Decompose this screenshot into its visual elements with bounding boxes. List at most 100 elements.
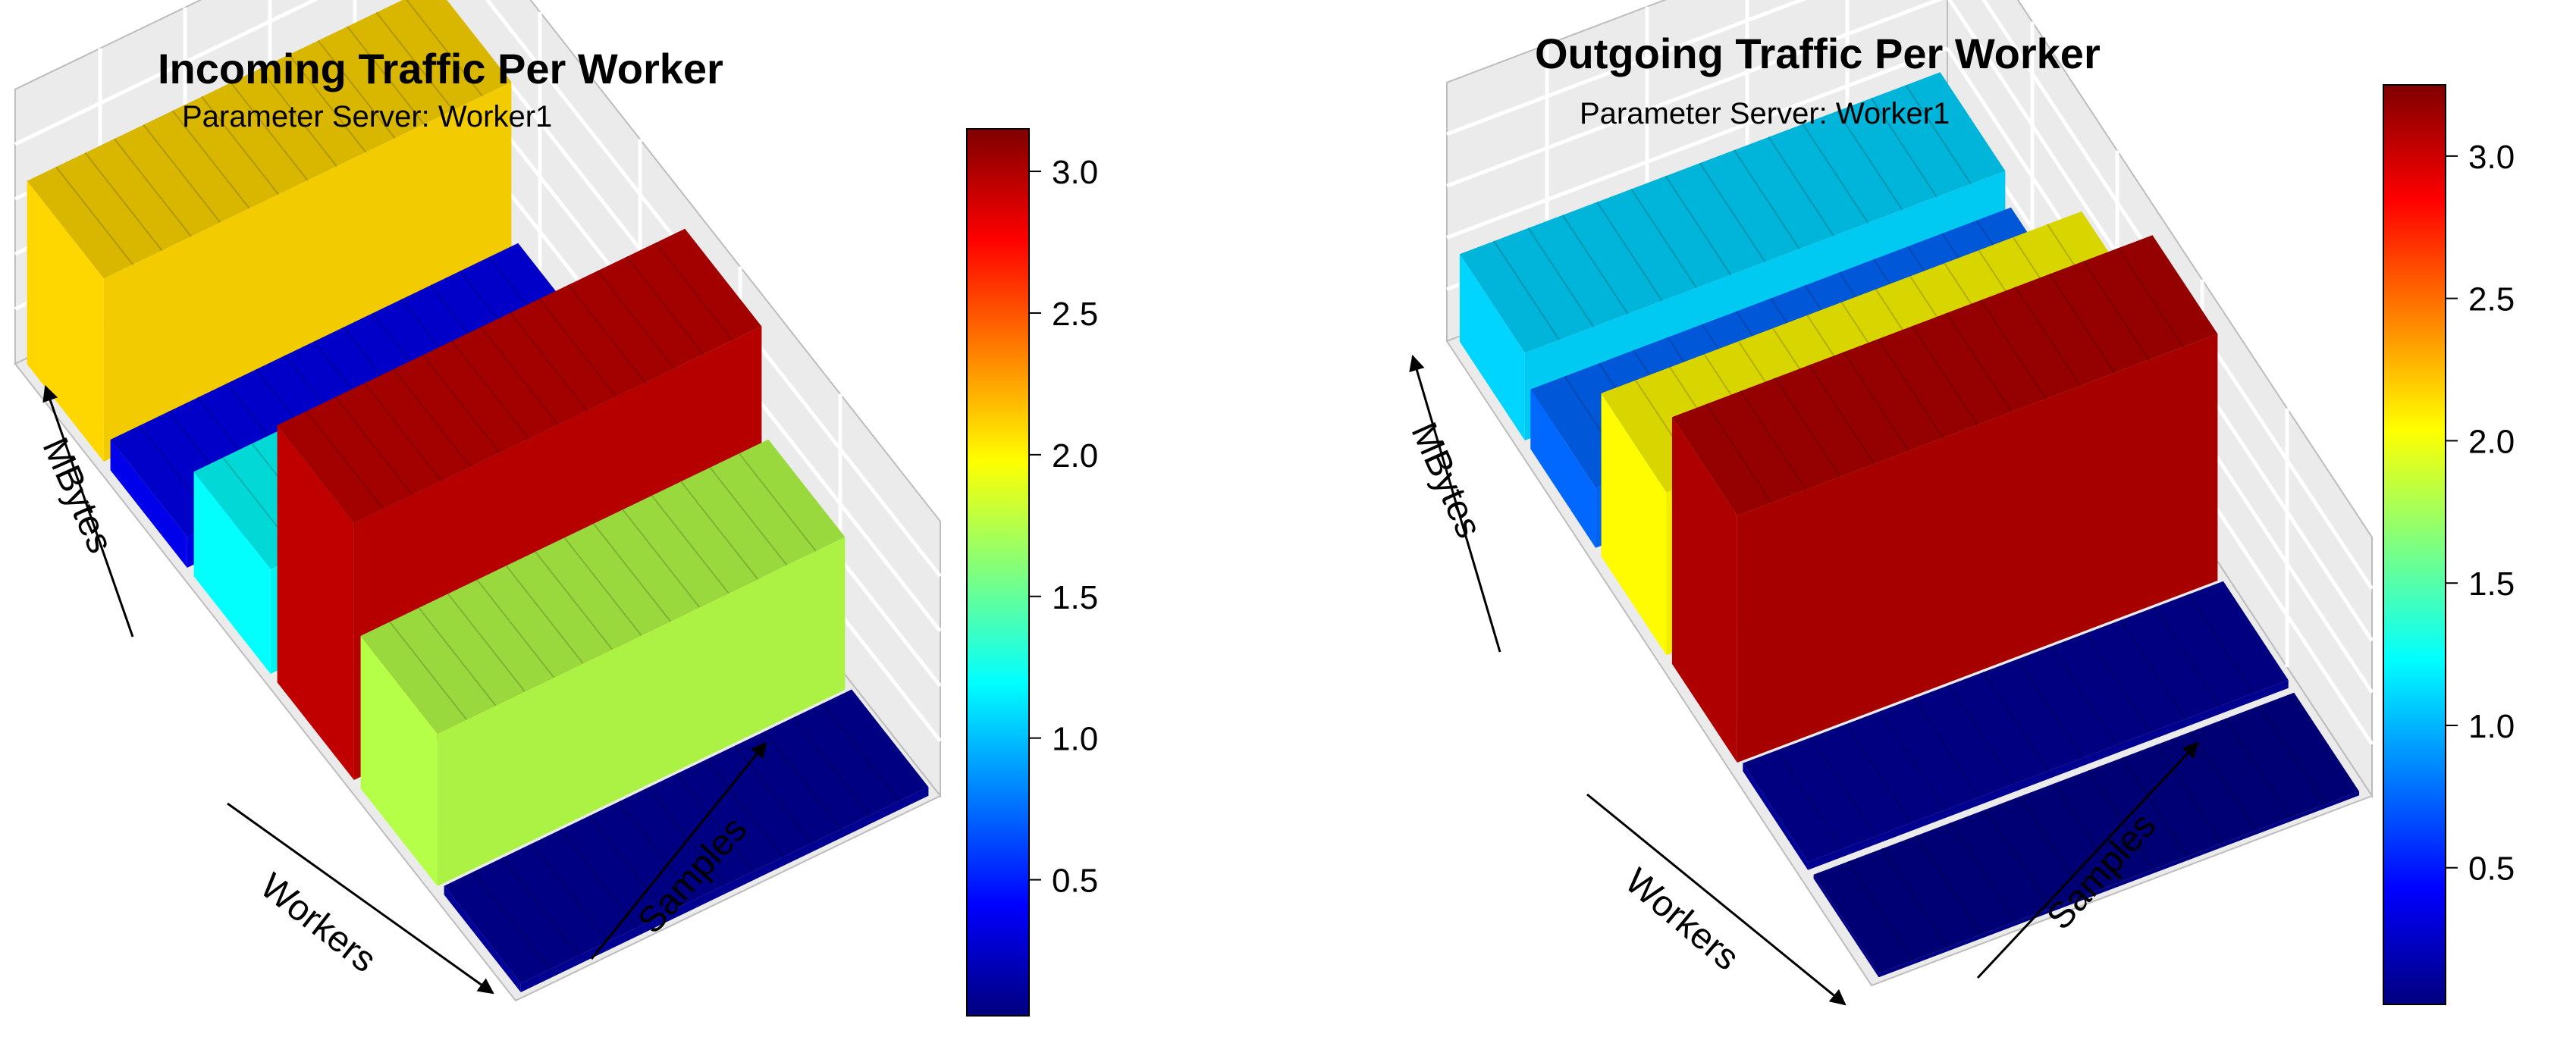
workers-axis-arrow [227,802,494,995]
sample-streak [2188,594,2255,694]
sample-streak [531,843,609,942]
colorbar-tick-label: 3.0 [2468,139,2515,176]
sample-streak [505,565,584,664]
bar-face [277,425,354,780]
bar-face [1671,417,1737,763]
outgoing-chart-title: Outgoing Traffic Per Worker [1535,30,2101,77]
bar-face [1743,763,1809,870]
colorbar: 0.5 1.0 1.5 2.0 2.5 3.0 [2383,84,2515,1005]
incoming-chart-subtitle: Parameter Server: Worker1 [182,100,553,133]
sample-streak [347,26,425,125]
sample-streak [451,340,529,440]
sample-streak [1877,338,1944,439]
sample-streak [1982,672,2049,772]
sample-streak [1913,697,1981,798]
sample-streak [1947,685,2015,785]
sample-streak [1911,325,1978,426]
sample-streak [230,82,309,181]
sample-streak [1980,299,2047,399]
workers-axis-arrow [1586,793,1846,1006]
sample-streak [1845,723,1912,824]
sample-streak [1847,861,1914,961]
sample-streak [1916,835,1983,935]
sample-streak [597,270,675,369]
sample-streak [567,284,646,384]
colorbar-tick-label: 1.5 [2468,565,2515,603]
bar-face [1601,393,1667,656]
sample-streak [2016,659,2084,759]
sample-streak [1905,84,1972,185]
sample-streak [2014,287,2082,387]
sample-streak [1493,240,1560,340]
sample-streak [588,815,667,914]
grid-line [1446,0,1807,136]
bar-face [444,885,521,992]
sample-streak [651,495,730,594]
sample-streak [764,731,842,830]
sample-streak [1774,377,1841,478]
sample-streak [2119,619,2186,720]
sample-streak [1705,403,1772,503]
colorbar-tick-label: 3.0 [1052,154,1098,191]
colorbar-tick-label: 2.0 [1052,437,1098,475]
sample-streak [563,537,642,636]
sample-streak [476,579,555,678]
sample-streak [2085,632,2152,733]
sample-streak [501,857,580,957]
workers-axis-label: Workers [253,866,384,980]
worker-bar [1743,581,2289,870]
colorbar: 0.5 1.0 1.5 2.0 2.5 3.0 [966,128,1098,1017]
outgoing-chart-subtitle: Parameter Server: Worker1 [1580,97,1950,130]
colorbar-tick-label: 1.0 [2468,708,2515,745]
sample-streak [2087,770,2154,870]
sample-streak [306,410,384,509]
sample-streak [1881,847,1948,948]
sample-streak [618,800,696,901]
sample-streak [2122,757,2189,857]
bar-face [1459,254,1525,440]
bar-side [103,82,512,462]
bar-side [520,787,929,992]
sample-streak [680,481,758,580]
sample-streak [1768,136,1834,237]
colorbar-tick-label: 2.5 [2468,281,2515,318]
sample-streak [1734,149,1800,249]
sample-streak [2083,260,2150,361]
grid-line [1446,46,1948,240]
bars [1459,72,2360,978]
sample-streak [535,551,613,650]
sample-streak [364,382,442,481]
sample-streak [259,67,337,168]
sample-streak [334,396,413,496]
sample-streak [739,453,817,552]
sample-streak [1699,162,1766,263]
bar-face [27,180,104,462]
sample-streak [2117,247,2184,348]
sample-streak [472,871,551,970]
sample-streak [2019,796,2085,896]
sample-streak [560,829,639,929]
sample-streak [1527,227,1595,327]
mbytes-axis-arrow [1409,354,1501,653]
sample-streak [2050,645,2118,746]
worker-bar [1813,692,2360,978]
mbytes-axis-arrow [42,385,134,638]
bar-top [27,0,512,279]
colorbar-gradient [966,128,1030,1017]
sample-streak [1950,822,2017,923]
outgoing-chart-panel: Workers Samples MBytes 0.5 1.0 1.5 2.0 2.5 3.0 O… [1288,0,2576,1062]
sample-streak [709,467,788,566]
sample-streak [2224,718,2292,818]
sample-streak [418,607,497,706]
sample-streak [389,621,467,720]
sample-streak [2156,744,2223,844]
bars [27,0,929,992]
sample-streak [143,124,221,224]
sample-streak [375,11,454,111]
bar-side [1737,334,2218,763]
sample-streak [1596,202,1663,302]
sample-streak [317,39,396,139]
sample-streak [1946,312,2013,412]
sample-streak [655,242,733,341]
